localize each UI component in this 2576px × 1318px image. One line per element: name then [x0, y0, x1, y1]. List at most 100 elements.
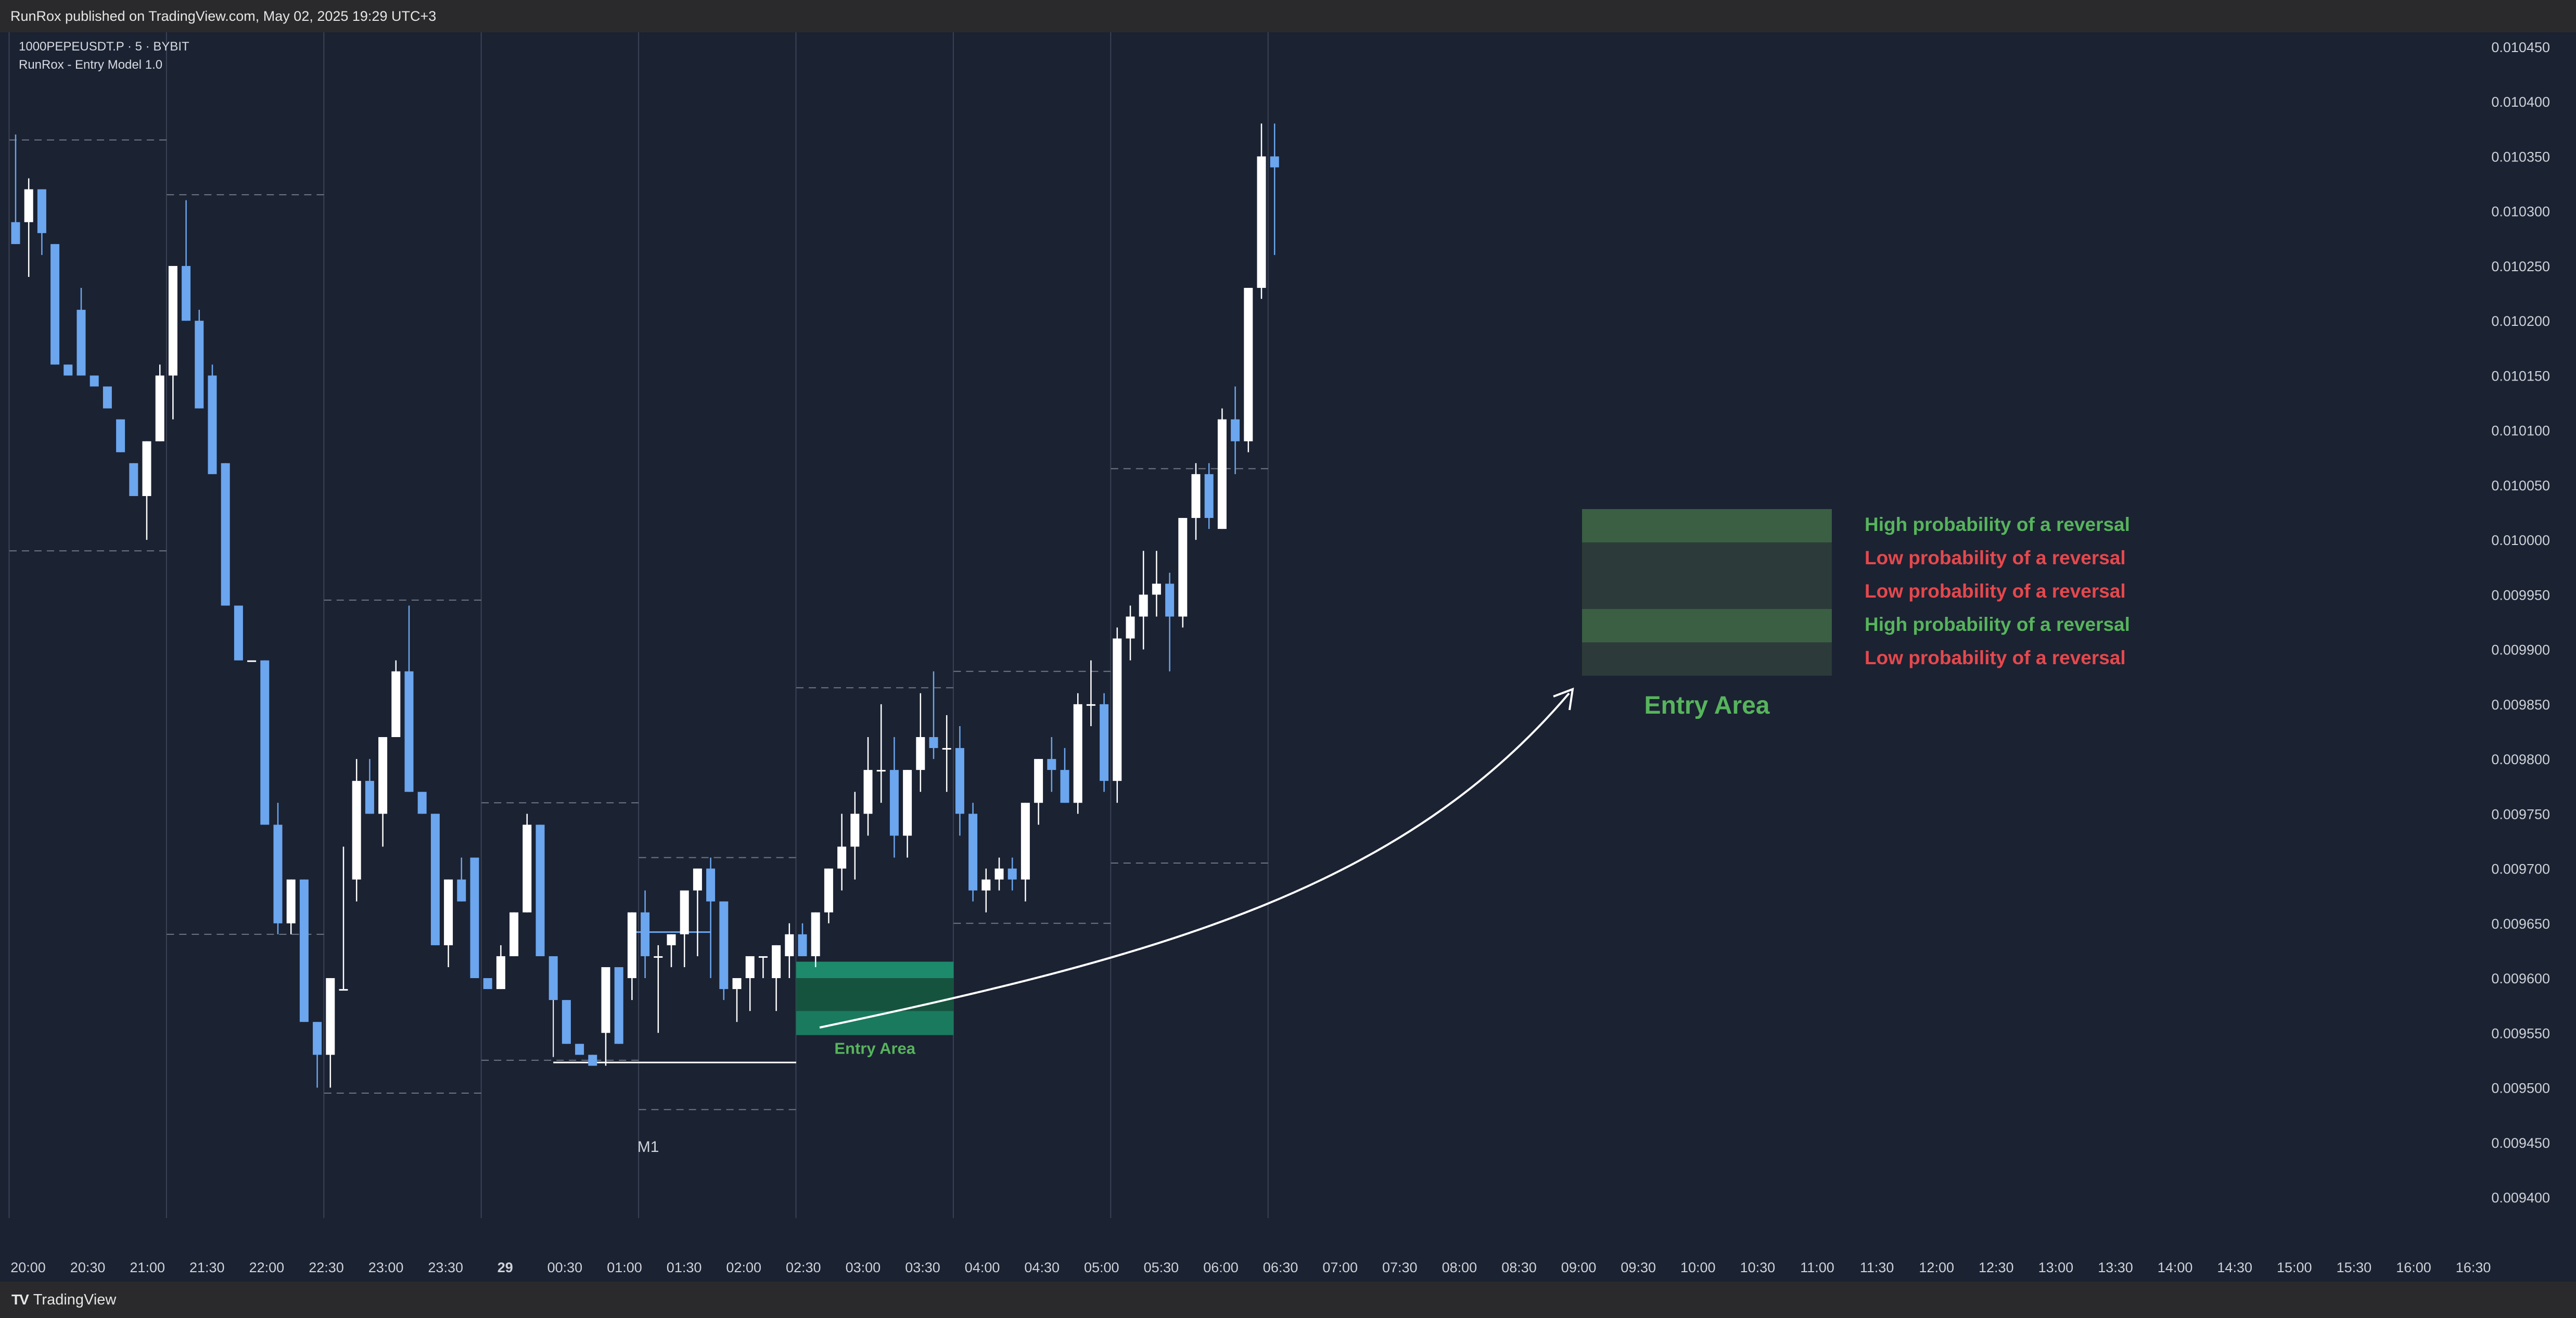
candle-body[interactable]: [889, 770, 899, 836]
symbol-line[interactable]: 1000PEPEUSDT.P · 5 · BYBIT: [19, 40, 189, 54]
candle-body[interactable]: [1113, 638, 1122, 781]
chart-panel[interactable]: Entry Area M1 High probability of a revers…: [0, 32, 2576, 1282]
candle-body[interactable]: [758, 956, 768, 958]
entry-zone-band[interactable]: [796, 978, 954, 1011]
candle-body[interactable]: [1244, 288, 1253, 441]
candle-body[interactable]: [299, 879, 309, 1022]
candle-body[interactable]: [483, 978, 492, 990]
candle-body[interactable]: [313, 1022, 322, 1055]
candle-body[interactable]: [1021, 803, 1030, 880]
candle-body[interactable]: [732, 978, 742, 990]
candle-body[interactable]: [247, 660, 257, 662]
candle-body[interactable]: [942, 748, 951, 750]
candle-body[interactable]: [641, 912, 650, 956]
candle-body[interactable]: [417, 792, 427, 814]
candle-body[interactable]: [693, 868, 702, 891]
candle-body[interactable]: [339, 989, 348, 991]
indicator-line[interactable]: RunRox - Entry Model 1.0: [19, 58, 163, 72]
candle-body[interactable]: [811, 912, 820, 956]
candle-body[interactable]: [654, 956, 663, 958]
candle-body[interactable]: [378, 737, 388, 814]
candle-body[interactable]: [916, 737, 925, 770]
tradingview-logo-icon[interactable]: TV: [11, 1291, 29, 1308]
candle-body[interactable]: [352, 781, 361, 880]
candle-body[interactable]: [63, 364, 73, 376]
candle-body[interactable]: [903, 770, 912, 836]
candle-body[interactable]: [116, 419, 125, 452]
candle-body[interactable]: [1060, 770, 1069, 803]
candle-body[interactable]: [1217, 419, 1227, 529]
candle-body[interactable]: [509, 912, 519, 956]
tradingview-brand[interactable]: TradingView: [33, 1291, 117, 1308]
candle-body[interactable]: [391, 671, 401, 737]
candle-body[interactable]: [1126, 616, 1135, 639]
candle-body[interactable]: [11, 222, 20, 244]
candle-body[interactable]: [1204, 474, 1214, 518]
candle-body[interactable]: [680, 890, 689, 934]
candle-body[interactable]: [955, 748, 964, 814]
candle-body[interactable]: [24, 189, 33, 222]
candle-body[interactable]: [1165, 584, 1175, 617]
candle-body[interactable]: [1270, 156, 1279, 168]
candle-body[interactable]: [588, 1055, 597, 1066]
candle-body[interactable]: [234, 605, 243, 661]
candle-body[interactable]: [1178, 518, 1188, 617]
candle-body[interactable]: [1008, 868, 1017, 880]
candle-body[interactable]: [798, 934, 807, 956]
reversal-zone-band[interactable]: [1582, 609, 1832, 642]
candle-body[interactable]: [470, 857, 479, 979]
candle-body[interactable]: [260, 660, 270, 825]
candle-body[interactable]: [430, 814, 440, 945]
candle-body[interactable]: [142, 441, 151, 496]
candle-body[interactable]: [457, 879, 466, 902]
candle-body[interactable]: [1191, 474, 1201, 518]
candle-body[interactable]: [1086, 704, 1095, 706]
candle-body[interactable]: [182, 265, 191, 321]
candle-body[interactable]: [863, 770, 873, 814]
candle-body[interactable]: [549, 956, 558, 1000]
candle-body[interactable]: [968, 814, 978, 891]
candle-body[interactable]: [1152, 584, 1161, 595]
candle-body[interactable]: [1257, 156, 1266, 288]
candle-body[interactable]: [535, 825, 545, 956]
candle-body[interactable]: [50, 244, 60, 365]
candle-body[interactable]: [195, 321, 204, 409]
candlestick-chart[interactable]: Entry Area M1 High probability of a revers…: [0, 32, 2576, 1282]
candle-body[interactable]: [76, 310, 86, 376]
candle-body[interactable]: [1100, 704, 1109, 781]
entry-zone-band[interactable]: [796, 1011, 954, 1035]
candle-body[interactable]: [365, 781, 374, 814]
candle-body[interactable]: [981, 879, 991, 891]
candle-body[interactable]: [273, 825, 283, 923]
candle-body[interactable]: [824, 868, 833, 913]
candle-body[interactable]: [326, 978, 335, 1055]
candle-body[interactable]: [837, 846, 847, 869]
candle-body[interactable]: [103, 386, 112, 409]
candle-body[interactable]: [129, 463, 138, 496]
candle-body[interactable]: [601, 967, 610, 1033]
candle-body[interactable]: [1073, 704, 1082, 803]
candle-body[interactable]: [1231, 419, 1240, 441]
candle-body[interactable]: [627, 912, 636, 979]
candle-body[interactable]: [155, 375, 164, 441]
reversal-zone-band[interactable]: [1582, 509, 1832, 542]
candle-body[interactable]: [90, 375, 99, 387]
candle-body[interactable]: [667, 934, 676, 945]
candle-body[interactable]: [562, 1000, 571, 1044]
candle-body[interactable]: [522, 825, 532, 913]
candle-body[interactable]: [785, 934, 794, 956]
reversal-zone-band[interactable]: [1582, 542, 1832, 576]
candle-body[interactable]: [221, 463, 230, 606]
reversal-zone-band[interactable]: [1582, 576, 1832, 609]
candle-body[interactable]: [994, 868, 1004, 880]
candle-body[interactable]: [745, 956, 755, 979]
candle-body[interactable]: [404, 671, 414, 792]
entry-zone-band[interactable]: [796, 961, 954, 979]
candle-body[interactable]: [1047, 759, 1056, 770]
candle-body[interactable]: [1034, 759, 1043, 803]
candle-body[interactable]: [496, 956, 505, 990]
candle-body[interactable]: [614, 967, 623, 1044]
candle-body[interactable]: [286, 879, 296, 923]
candle-body[interactable]: [1139, 594, 1148, 617]
candle-body[interactable]: [772, 945, 781, 979]
